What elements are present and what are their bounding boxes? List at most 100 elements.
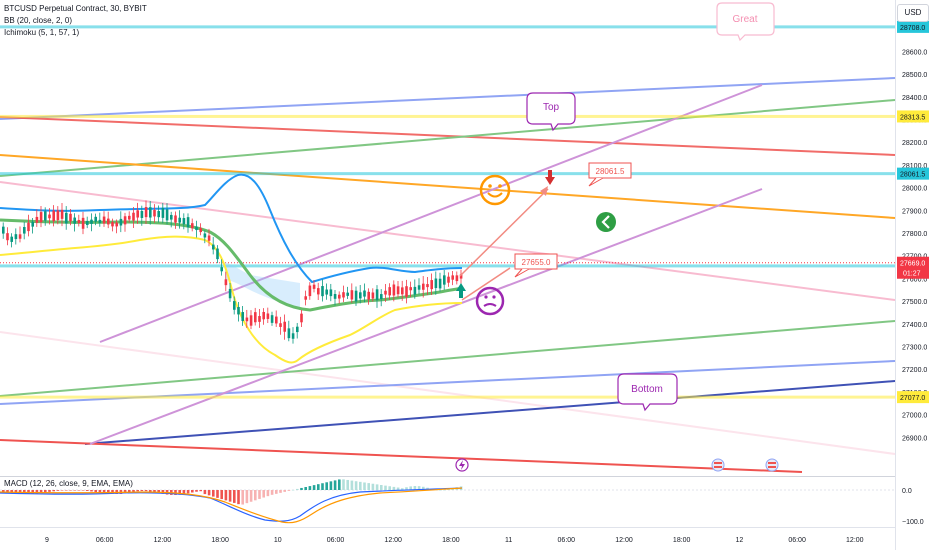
candle[interactable] <box>212 236 215 255</box>
candle[interactable] <box>409 281 412 298</box>
candle[interactable] <box>52 205 55 227</box>
candle[interactable] <box>392 280 396 302</box>
candle[interactable] <box>338 291 341 304</box>
candle[interactable] <box>31 218 34 234</box>
us-economic-event-icon[interactable] <box>711 458 725 472</box>
candle[interactable] <box>346 286 349 299</box>
candle[interactable] <box>56 206 60 225</box>
price-tag-28313.5[interactable]: 28313.5 <box>897 110 929 123</box>
candle[interactable] <box>304 290 307 306</box>
macd-legend[interactable]: MACD (12, 26, close, 9, EMA, EMA) <box>4 479 133 488</box>
candle[interactable] <box>107 211 110 229</box>
us-economic-event-icon-2[interactable] <box>765 458 779 472</box>
candle[interactable] <box>178 210 181 229</box>
candle[interactable] <box>329 283 333 302</box>
lightning-event-icon[interactable] <box>455 458 469 472</box>
candle[interactable] <box>296 322 299 339</box>
candle[interactable] <box>308 282 312 300</box>
top-callout[interactable]: Top <box>526 92 576 132</box>
candle[interactable] <box>375 285 379 308</box>
red-trend-line-upper[interactable] <box>0 116 896 156</box>
candle[interactable] <box>94 213 97 226</box>
price-tag-27077.0[interactable]: 27077.0 <box>897 391 929 404</box>
candle[interactable] <box>2 222 5 239</box>
candle[interactable] <box>207 228 211 247</box>
candle[interactable] <box>300 310 303 327</box>
candle[interactable] <box>191 218 194 232</box>
horizontal-levels[interactable] <box>0 25 895 399</box>
bb-legend[interactable]: BB (20, close, 2, 0) <box>4 16 73 25</box>
candle[interactable] <box>182 213 186 230</box>
candle[interactable] <box>153 204 156 223</box>
candle[interactable] <box>170 211 173 228</box>
candle[interactable] <box>455 271 459 285</box>
orange-trend-line[interactable] <box>0 154 896 219</box>
projection-line-down[interactable] <box>461 267 511 301</box>
candle[interactable] <box>157 205 160 223</box>
projection-line-up[interactable] <box>459 188 549 277</box>
candlestick-series[interactable] <box>2 200 463 344</box>
candle[interactable] <box>233 296 236 315</box>
candle[interactable] <box>413 279 417 299</box>
price-tag-28061.5[interactable]: 28061.5 <box>897 167 929 180</box>
level-line-3[interactable] <box>0 264 895 268</box>
candle[interactable] <box>451 270 454 286</box>
candle[interactable] <box>447 272 450 287</box>
projection-arrows[interactable] <box>456 170 555 301</box>
candle[interactable] <box>123 212 127 232</box>
blue-trend-line-upper[interactable] <box>0 77 896 120</box>
price-tag-28708.0[interactable]: 28708.0 <box>897 20 929 33</box>
pane-divider[interactable] <box>0 476 895 477</box>
trend-lines[interactable] <box>0 77 896 473</box>
candle[interactable] <box>10 233 13 248</box>
candle[interactable] <box>149 201 152 225</box>
bottom-callout[interactable]: Bottom <box>617 373 678 412</box>
candle[interactable] <box>459 269 463 285</box>
candle[interactable] <box>128 211 131 223</box>
candle[interactable] <box>119 211 123 233</box>
target-price-callout[interactable]: 28061.5 <box>588 162 632 187</box>
candle[interactable] <box>405 279 408 304</box>
candle[interactable] <box>81 211 85 235</box>
candle[interactable] <box>388 283 391 300</box>
pink-trend-line-upper[interactable] <box>0 181 896 301</box>
candle[interactable] <box>115 219 118 234</box>
candle[interactable] <box>144 200 148 225</box>
candle[interactable] <box>384 284 387 302</box>
candle[interactable] <box>350 283 354 303</box>
candle[interactable] <box>237 302 240 322</box>
candle[interactable] <box>363 283 366 303</box>
candle[interactable] <box>90 213 93 232</box>
channel-line-lower[interactable] <box>89 188 763 445</box>
candle[interactable] <box>325 283 328 300</box>
candle[interactable] <box>6 227 9 246</box>
candle[interactable] <box>60 203 64 227</box>
candle[interactable] <box>291 327 295 344</box>
candle[interactable] <box>258 308 261 328</box>
candle[interactable] <box>333 289 337 306</box>
candle[interactable] <box>275 310 278 327</box>
candle[interactable] <box>48 208 51 225</box>
candle[interactable] <box>426 276 429 296</box>
candle[interactable] <box>401 280 404 301</box>
candle[interactable] <box>111 218 114 232</box>
candle[interactable] <box>224 271 228 292</box>
candle[interactable] <box>102 211 106 227</box>
candle[interactable] <box>371 288 375 302</box>
candle[interactable] <box>86 216 89 229</box>
candle[interactable] <box>241 305 244 326</box>
candle[interactable] <box>77 214 81 227</box>
currency-button[interactable]: USD <box>897 4 929 22</box>
level-line-4[interactable] <box>0 395 895 399</box>
navy-trend-line[interactable] <box>84 380 896 445</box>
candle[interactable] <box>44 207 47 226</box>
symbol-legend[interactable]: BTCUSD Perpetual Contract, 30, BYBIT <box>4 4 147 13</box>
candle[interactable] <box>283 314 286 340</box>
candle[interactable] <box>195 220 198 238</box>
candle[interactable] <box>140 205 144 226</box>
great-callout[interactable]: Great <box>716 2 775 42</box>
candle[interactable] <box>321 279 324 302</box>
macd-pane[interactable] <box>0 479 895 524</box>
